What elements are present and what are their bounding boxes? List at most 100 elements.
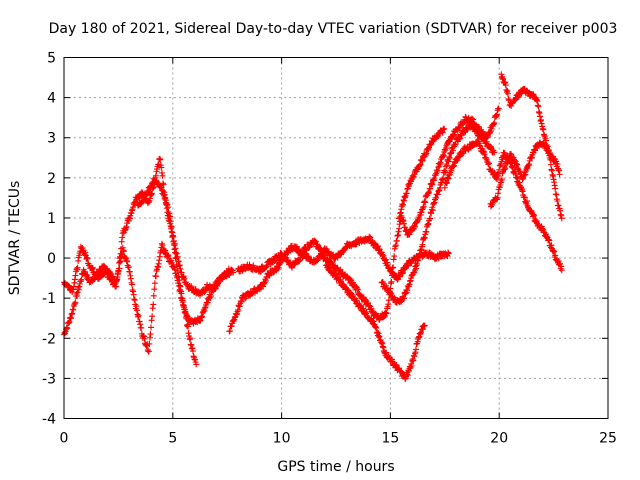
data-point [491, 149, 498, 156]
x-tick-label: 5 [168, 431, 177, 447]
x-axis-label: GPS time / hours [277, 459, 394, 475]
data-point [187, 335, 194, 342]
data-point [491, 119, 498, 126]
data-point [135, 312, 142, 319]
data-point [120, 248, 127, 255]
data-point [157, 156, 164, 163]
axis-ticks [63, 57, 609, 419]
data-point [147, 331, 154, 338]
series-2 [61, 240, 232, 355]
data-point [149, 313, 156, 320]
x-tick-label: 10 [273, 431, 291, 447]
data-point [168, 228, 175, 235]
data-point [225, 265, 232, 272]
data-point [78, 276, 85, 283]
data-point [535, 103, 542, 110]
data-point [445, 250, 452, 257]
series-4 [226, 237, 428, 382]
x-tick-label: 0 [60, 431, 69, 447]
series-8 [441, 138, 565, 274]
data-point [174, 267, 181, 274]
data-point [183, 315, 190, 322]
data-point [441, 184, 448, 191]
data-point [158, 164, 165, 171]
series-11 [396, 125, 448, 222]
data-point [169, 233, 176, 240]
data-point [427, 215, 434, 222]
x-tick-label: 15 [381, 431, 399, 447]
data-point [498, 176, 505, 183]
y-tick-label: -1 [42, 291, 56, 307]
data-points [61, 71, 565, 382]
data-point [129, 281, 135, 288]
data-point [443, 179, 450, 186]
data-point [558, 215, 565, 222]
data-point [150, 292, 157, 299]
data-point [495, 105, 502, 112]
x-tick-labels: 0 5 10 15 20 25 [60, 431, 617, 447]
data-point [230, 269, 237, 276]
y-tick-label: 0 [47, 251, 56, 267]
data-point [173, 255, 180, 262]
data-point [390, 264, 397, 271]
data-point [170, 240, 177, 247]
data-point [146, 340, 153, 347]
data-point [152, 273, 159, 280]
data-point [165, 252, 172, 259]
data-point [422, 199, 429, 206]
data-point [138, 324, 145, 331]
data-point [160, 181, 167, 188]
data-point [504, 90, 511, 97]
data-point [176, 277, 183, 284]
series-10 [487, 139, 565, 222]
data-point [159, 172, 166, 179]
data-point [389, 272, 396, 279]
data-point [189, 348, 196, 355]
y-tick-label: -2 [42, 331, 56, 347]
data-point [485, 160, 492, 167]
data-point [449, 147, 456, 154]
chart-title: Day 180 of 2021, Sidereal Day-to-day VTE… [49, 21, 618, 37]
data-point [193, 361, 200, 368]
data-point [150, 301, 157, 308]
x-tick-label: 20 [490, 431, 508, 447]
y-tick-label: -3 [42, 371, 56, 387]
data-point [162, 194, 169, 201]
plot-frame [63, 57, 609, 419]
data-point [185, 323, 192, 330]
series-7 [378, 120, 498, 306]
data-point [116, 265, 123, 272]
data-point [145, 348, 152, 355]
data-point [391, 253, 398, 260]
data-point [171, 249, 178, 256]
data-point [408, 363, 415, 370]
data-point [429, 207, 436, 214]
y-tick-label: 2 [47, 171, 56, 187]
data-point [388, 278, 395, 285]
data-point [552, 185, 559, 192]
data-point [442, 168, 449, 175]
y-tick-label: 1 [47, 211, 56, 227]
y-tick-label: -4 [42, 412, 56, 428]
y-tick-label: 5 [47, 51, 56, 67]
data-point [401, 295, 407, 302]
data-point [64, 325, 71, 332]
grid-lines [64, 57, 608, 419]
data-point [151, 286, 158, 293]
y-axis-label: SDTVAR / TECUs [7, 181, 23, 296]
data-point [421, 322, 428, 329]
data-point [558, 267, 565, 274]
y-tick-label: 4 [47, 91, 56, 107]
data-point [151, 280, 158, 287]
y-tick-label: 3 [47, 131, 56, 147]
data-point [74, 264, 81, 271]
data-point [423, 228, 430, 235]
data-point [148, 324, 155, 331]
x-tick-label: 25 [599, 431, 617, 447]
data-point [502, 165, 509, 172]
data-point [441, 126, 448, 133]
data-point [412, 346, 419, 353]
y-tick-labels: -4 -3 -2 -1 0 1 2 3 4 5 [42, 51, 56, 428]
data-point [72, 299, 79, 306]
